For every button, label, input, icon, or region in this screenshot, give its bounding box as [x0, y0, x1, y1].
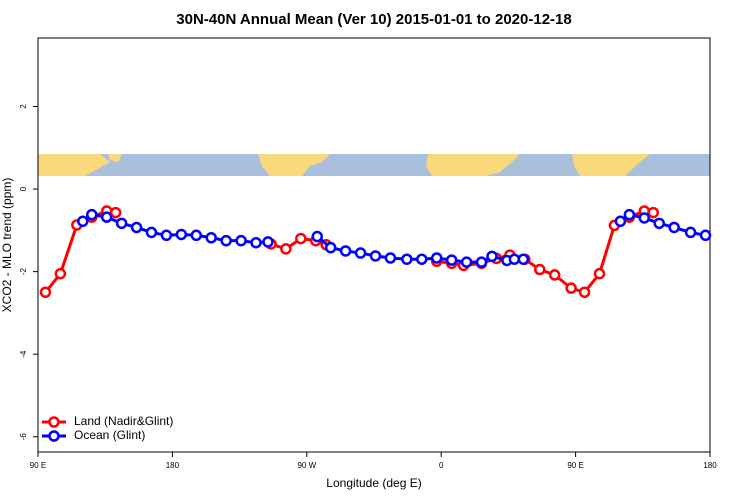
legend-marker [48, 416, 60, 428]
land-shape [108, 154, 122, 162]
x-tick-label: 0 [439, 461, 444, 470]
legend: Land (Nadir&Glint)Ocean (Glint) [42, 414, 173, 442]
point [565, 282, 577, 294]
point [54, 267, 67, 280]
x-tick-label: 180 [703, 461, 717, 470]
point [508, 253, 521, 265]
x-tick-label: 90 E [30, 461, 46, 470]
plot-frame [37, 37, 711, 453]
point [205, 232, 217, 244]
land-shape [258, 154, 330, 176]
y-tick-label: -2 [19, 268, 28, 276]
point [145, 226, 158, 239]
x-tick-label: 180 [166, 461, 180, 470]
point [130, 221, 143, 234]
x-axis-label: Longitude (deg E) [326, 476, 421, 490]
point [623, 208, 636, 221]
point [460, 256, 473, 268]
point [614, 215, 627, 228]
legend-marker [48, 430, 60, 442]
point [175, 228, 188, 241]
point [369, 250, 382, 262]
x-tick-label: 90 E [567, 461, 583, 470]
point [115, 217, 128, 230]
point [250, 236, 262, 249]
point [684, 226, 697, 239]
point [475, 256, 488, 268]
land-shape [426, 154, 520, 176]
point [160, 229, 173, 242]
x-tick-label: 90 W [297, 461, 316, 470]
y-tick-label: -6 [19, 433, 28, 441]
point [638, 212, 651, 224]
point [593, 267, 606, 280]
y-tick-label: -4 [19, 350, 28, 358]
point [548, 269, 561, 281]
point [235, 234, 247, 247]
y-tick-label: 0 [19, 186, 28, 191]
point [39, 286, 52, 299]
point [100, 211, 113, 223]
point [653, 217, 665, 230]
point [699, 229, 712, 242]
legend-label: Land (Nadir&Glint) [74, 414, 173, 428]
point [295, 232, 307, 245]
point [77, 215, 89, 228]
land-shape [38, 154, 110, 176]
point [311, 230, 324, 243]
legend-label: Ocean (Glint) [74, 428, 145, 442]
point [354, 247, 367, 259]
point [486, 250, 498, 263]
point [339, 245, 352, 257]
point [220, 234, 232, 247]
point [445, 254, 458, 266]
point [517, 253, 530, 265]
point [647, 206, 660, 219]
point [280, 243, 292, 255]
map-strip [38, 154, 710, 176]
chart-title: 30N-40N Annual Mean (Ver 10) 2015-01-01 … [176, 11, 571, 28]
point [190, 229, 203, 242]
point [401, 253, 413, 265]
point [262, 236, 274, 248]
y-tick-label: 2 [19, 104, 28, 109]
point [578, 286, 591, 299]
point [109, 206, 122, 219]
point [86, 208, 98, 221]
point [534, 263, 546, 276]
point [416, 253, 428, 265]
y-axis-label: XCO2 - MLO trend (ppm) [0, 178, 14, 313]
point [324, 241, 337, 254]
point [668, 221, 680, 234]
point [384, 252, 397, 264]
point [430, 252, 443, 264]
land-shape [572, 154, 650, 176]
ocean-strip [38, 154, 710, 176]
